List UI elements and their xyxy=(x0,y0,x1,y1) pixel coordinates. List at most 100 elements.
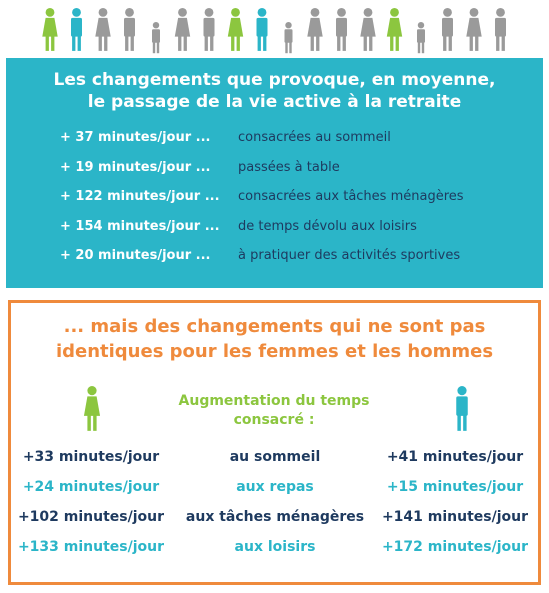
icon-part xyxy=(227,17,244,37)
row-activity: de temps dévolu aux loisirs xyxy=(238,218,417,234)
icon-part xyxy=(390,35,394,51)
icon-part xyxy=(363,35,367,51)
icon-part xyxy=(231,7,240,17)
row-amount: + 122 minutes/jour ... xyxy=(60,189,220,204)
icon-part xyxy=(475,35,479,51)
icon-part xyxy=(466,17,482,37)
icon-part xyxy=(152,22,160,29)
row-activity: à pratiquer des activités sportives xyxy=(238,248,461,263)
icon-part xyxy=(174,17,191,37)
banner-title: Les changements que provoque, en moyenne… xyxy=(53,70,496,90)
row-amount: + 19 minutes/jour ... xyxy=(60,159,211,175)
icon-part xyxy=(337,7,346,17)
icon-part xyxy=(443,7,452,17)
icon-part xyxy=(51,35,55,51)
icon-part xyxy=(310,7,320,17)
icon-part xyxy=(395,35,399,51)
male-value: +41 minutes/jour xyxy=(386,449,524,465)
comparison-box: ... mais des changements qui ne sont pas… xyxy=(8,300,541,585)
icon-part xyxy=(93,414,97,431)
male-icon xyxy=(456,386,468,431)
icon-part xyxy=(203,17,215,37)
icon-part xyxy=(390,7,399,17)
icon-part xyxy=(156,42,160,54)
center-heading: Augmentation du temps xyxy=(178,393,370,409)
activity: aux loisirs xyxy=(234,539,316,555)
icon-part xyxy=(125,7,134,17)
icon-part xyxy=(236,35,240,51)
icon-part xyxy=(77,35,81,51)
icon-part xyxy=(104,35,108,51)
icon-part xyxy=(369,35,373,51)
icon-part xyxy=(289,42,292,54)
icon-part xyxy=(386,17,403,37)
icon-part xyxy=(421,42,425,54)
icon-part xyxy=(87,386,97,396)
icon-part xyxy=(495,17,506,37)
male-value: +15 minutes/jour xyxy=(386,479,524,495)
icon-part xyxy=(71,17,82,37)
male-value: +141 minutes/jour xyxy=(381,509,529,525)
row-amount: + 37 minutes/jour ... xyxy=(60,130,211,145)
icon-part xyxy=(457,386,467,396)
comparison-title: identiques pour les femmes et les hommes xyxy=(55,341,494,362)
icon-part xyxy=(124,17,135,37)
icon-part xyxy=(316,35,320,51)
icon-part xyxy=(342,35,346,51)
icon-part xyxy=(152,42,156,54)
female-value: +24 minutes/jour xyxy=(22,479,160,495)
icon-part xyxy=(95,17,111,37)
icon-part xyxy=(210,35,214,51)
female-value: +133 minutes/jour xyxy=(17,539,165,555)
activity: au sommeil xyxy=(229,449,321,465)
row-activity: consacrées aux tâches ménagères xyxy=(238,189,464,204)
icon-part xyxy=(130,35,134,51)
icon-part xyxy=(257,7,267,17)
icon-part xyxy=(178,7,187,17)
icon-part xyxy=(178,35,182,51)
icon-part xyxy=(496,7,505,17)
activity: aux repas xyxy=(236,479,314,495)
activity: aux tâches ménagères xyxy=(185,509,365,525)
icon-part xyxy=(72,7,81,17)
icon-part xyxy=(45,35,49,51)
icon-part xyxy=(463,414,467,431)
icon-part xyxy=(87,414,91,431)
icon-part xyxy=(307,17,323,37)
icon-part xyxy=(183,35,187,51)
icon-part xyxy=(469,35,473,51)
icon-part xyxy=(456,396,468,416)
icon-part xyxy=(284,29,293,43)
center-heading: consacré : xyxy=(233,412,315,428)
summary-banner: Les changements que provoque, en moyenne… xyxy=(6,58,543,288)
row-activity: passées à table xyxy=(238,159,340,175)
icon-part xyxy=(417,42,421,54)
icon-part xyxy=(98,7,108,17)
people-icons xyxy=(42,7,506,54)
icon-part xyxy=(360,17,376,37)
icon-part xyxy=(501,35,505,51)
icon-part xyxy=(263,35,267,51)
banner-title: le passage de la vie active à la retrait… xyxy=(87,92,462,112)
icon-part xyxy=(42,17,58,37)
icon-part xyxy=(98,35,102,51)
female-value: +102 minutes/jour xyxy=(17,509,165,525)
icon-part xyxy=(204,7,214,17)
icon-part xyxy=(448,35,452,51)
icon-part xyxy=(45,7,55,17)
icon-part xyxy=(417,29,425,43)
comparison-title: ... mais des changements qui ne sont pas xyxy=(63,316,486,337)
icon-part xyxy=(285,22,292,29)
icon-part xyxy=(83,396,101,416)
icon-part xyxy=(125,35,129,51)
icon-part xyxy=(256,17,268,37)
icon-part xyxy=(310,35,314,51)
icon-part xyxy=(417,22,425,29)
row-activity: consacrées au sommeil xyxy=(238,130,391,145)
female-icon xyxy=(83,386,101,431)
icon-part xyxy=(72,35,76,51)
row-amount: + 20 minutes/jour ... xyxy=(60,248,211,263)
icon-part xyxy=(496,35,500,51)
icon-part xyxy=(257,35,261,51)
icon-part xyxy=(443,35,447,51)
